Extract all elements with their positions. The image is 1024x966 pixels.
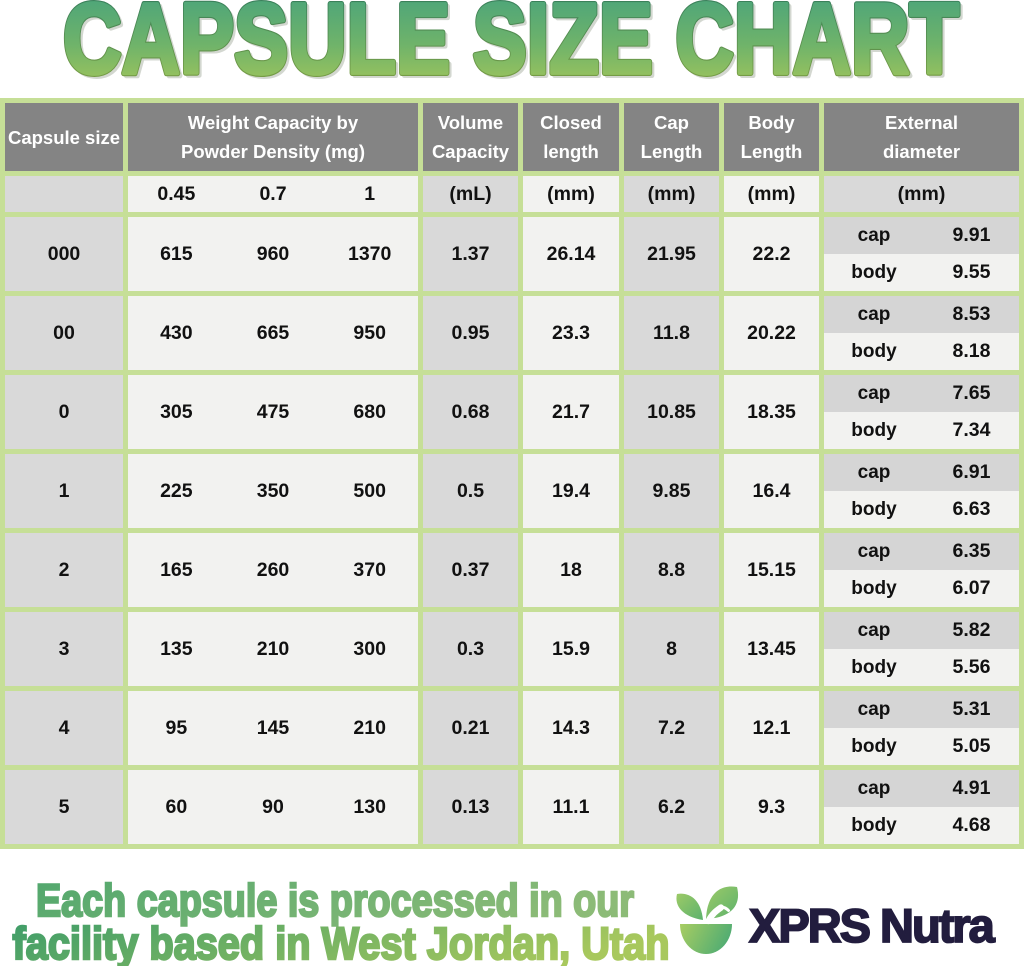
svg-text:CAPSULE SIZE CHART: CAPSULE SIZE CHART xyxy=(63,0,959,95)
svg-text:Each capsule is processed in o: Each capsule is processed in our xyxy=(36,875,634,926)
svg-text:CAPSULE SIZE CHART: CAPSULE SIZE CHART xyxy=(63,0,959,95)
svg-text:facility based in West Jordan,: facility based in West Jordan, Utah xyxy=(13,918,670,966)
svg-text:CAPSULE SIZE CHART: CAPSULE SIZE CHART xyxy=(66,0,962,98)
